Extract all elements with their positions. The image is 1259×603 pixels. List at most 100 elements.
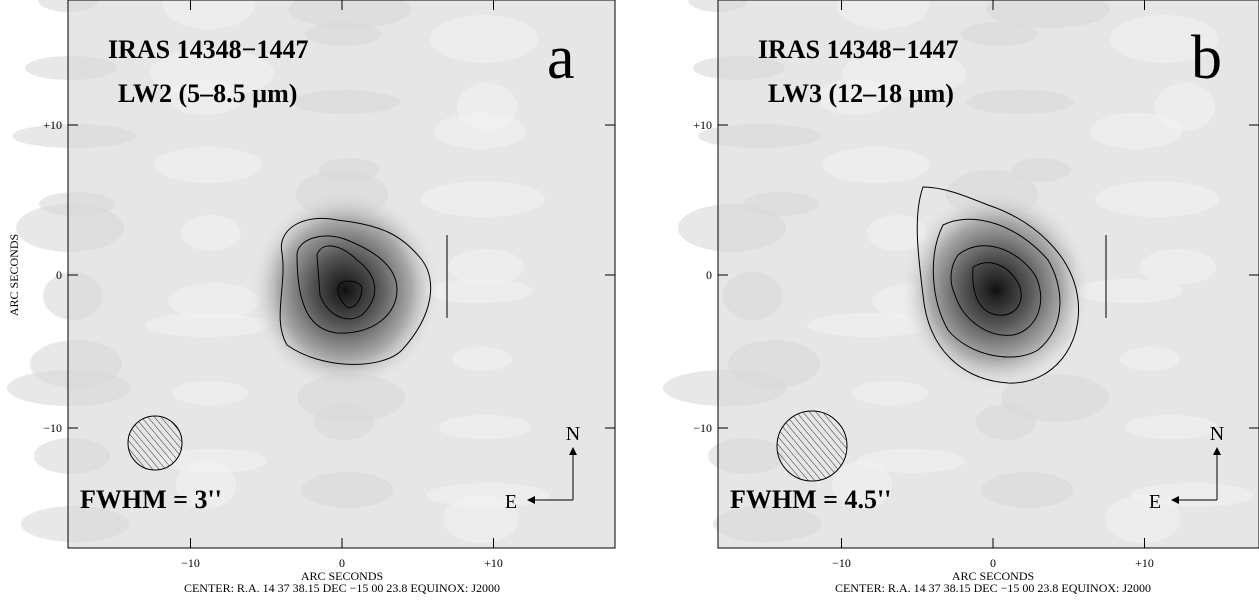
beam [127,415,183,471]
frame [717,0,1259,549]
east: E [505,491,517,513]
noise [439,415,531,439]
noise [39,192,115,216]
noise [319,158,379,182]
x-tick-label: −10 [832,556,851,570]
y-tick-label: 0 [56,268,62,282]
noise [867,215,927,251]
fwhm: FWHM = 4.5'' [730,485,891,514]
noise [728,340,820,388]
noise [1105,495,1181,543]
noise [981,472,1073,508]
source [901,190,1091,390]
noise [168,283,260,319]
noise [698,124,822,148]
noise [181,215,241,251]
noise [30,340,122,388]
band: LW2 (5–8.5 µm) [118,79,297,108]
x-axis-label: ARC SECONDS [952,569,1034,583]
noise [25,56,117,80]
noise [16,204,124,252]
noise [693,56,785,80]
x-tick-label: 0 [339,556,345,570]
noise [837,0,929,29]
beam [776,410,848,482]
noise [857,449,965,473]
source [250,190,440,390]
noise [1110,15,1218,63]
contour [972,262,1022,316]
panel-letter: a [547,24,575,92]
y-tick-label: +10 [43,118,62,132]
noise [288,0,412,28]
contour [916,186,1080,384]
noise [822,147,930,183]
contour [296,235,398,334]
noise [421,181,545,217]
contour [316,245,376,320]
y-axis-label: ARC SECONDS [7,234,21,316]
contour [950,245,1042,336]
noise [961,22,1037,46]
y-tick-label: +10 [693,118,712,132]
noise [12,124,136,148]
noise [1120,347,1180,371]
noise [448,249,524,285]
noise [1090,113,1182,149]
noise [713,506,821,542]
panel-title: IRAS 14348−1447 [108,35,308,64]
noise [1155,83,1215,131]
noise [1011,158,1071,182]
noise [1075,279,1183,303]
x-tick-label: +10 [484,556,503,570]
noise [443,495,519,543]
north: N [1210,423,1224,445]
fwhm: FWHM = 3'' [80,485,222,514]
noise [163,0,255,29]
contour [932,218,1061,358]
panel-title: IRAS 14348−1447 [758,35,958,64]
noise [1095,181,1219,217]
noise [966,90,1074,114]
noise [43,272,103,320]
noise [678,204,786,252]
noise [154,147,262,183]
east: E [1149,491,1161,513]
center-info: CENTER: R.A. 14 37 38.15 DEC −15 00 23.8… [184,581,500,595]
noise [457,83,517,131]
noise [301,472,393,508]
band: LW3 (12–18 µm) [768,79,954,108]
noise [34,438,110,474]
x-tick-label: 0 [990,556,996,570]
center-info: CENTER: R.A. 14 37 38.15 DEC −15 00 23.8… [835,581,1151,595]
noise [305,22,381,46]
noise [1130,483,1254,507]
x-tick-label: +10 [1135,556,1154,570]
noise [150,49,274,97]
noise [807,313,931,337]
noise [852,381,928,405]
panel-letter: b [1191,24,1222,92]
noise [425,279,533,303]
noise [426,483,550,507]
noise [172,381,248,405]
noise [842,49,966,97]
noise [145,313,269,337]
north: N [566,423,580,445]
noise [743,192,819,216]
y-tick-label: −10 [43,421,62,435]
noise [986,0,1110,28]
x-tick-label: −10 [181,556,200,570]
y-tick-label: −10 [693,421,712,435]
contour [279,218,432,365]
noise [1001,374,1109,422]
y-tick-label: 0 [706,268,712,282]
noise [1140,249,1216,285]
noise [723,272,783,320]
x-axis-label: ARC SECONDS [301,569,383,583]
noise [292,90,400,114]
noise [1125,415,1217,439]
noise [21,506,129,542]
noise [708,438,784,474]
